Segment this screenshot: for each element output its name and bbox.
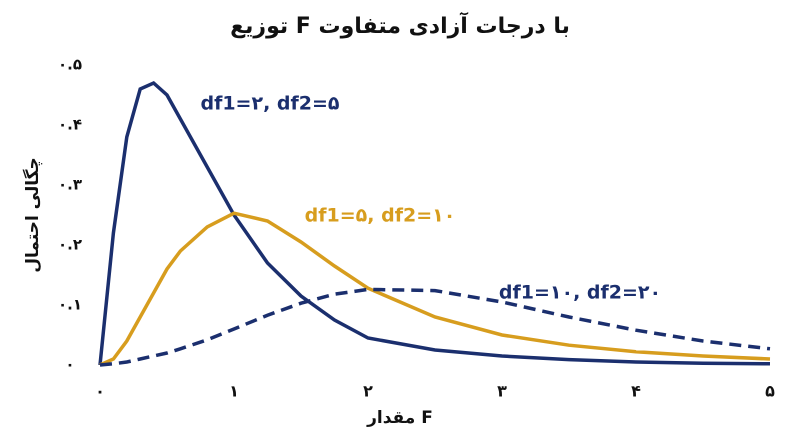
y-tick-label: ۰.۴	[58, 116, 82, 134]
y-axis-label: چگالی احتمال	[22, 157, 43, 273]
chart-title: توزیع F با درجات آزادی متفاوت	[230, 11, 570, 39]
y-tick-label: ۰.۳	[58, 176, 82, 194]
x-tick-label: ۳	[497, 382, 507, 401]
y-tick-label: ۰	[65, 356, 74, 374]
x-tick-label: ۰	[95, 382, 105, 401]
series-line	[99, 211, 771, 367]
series-line	[99, 287, 771, 367]
x-tick-label: ۱	[229, 382, 239, 401]
x-tick-label: ۴	[631, 382, 641, 401]
y-tick-label: ۰.۲	[58, 236, 82, 254]
y-tick-label: ۰.۱	[58, 296, 82, 314]
x-tick-label: ۵	[765, 382, 775, 401]
series-annotation: df1=۱۰, df2=۲۰	[499, 282, 661, 304]
y-tick-label: ۰.۵	[58, 56, 82, 74]
series-annotation: df1=۲, df2=۵	[200, 93, 339, 115]
series-annotation: df1=۵, df2=۱۰	[305, 205, 456, 227]
x-tick-label: ۲	[363, 382, 373, 401]
x-axis-label: مقدار F	[366, 408, 433, 428]
series-line	[98, 80, 771, 366]
